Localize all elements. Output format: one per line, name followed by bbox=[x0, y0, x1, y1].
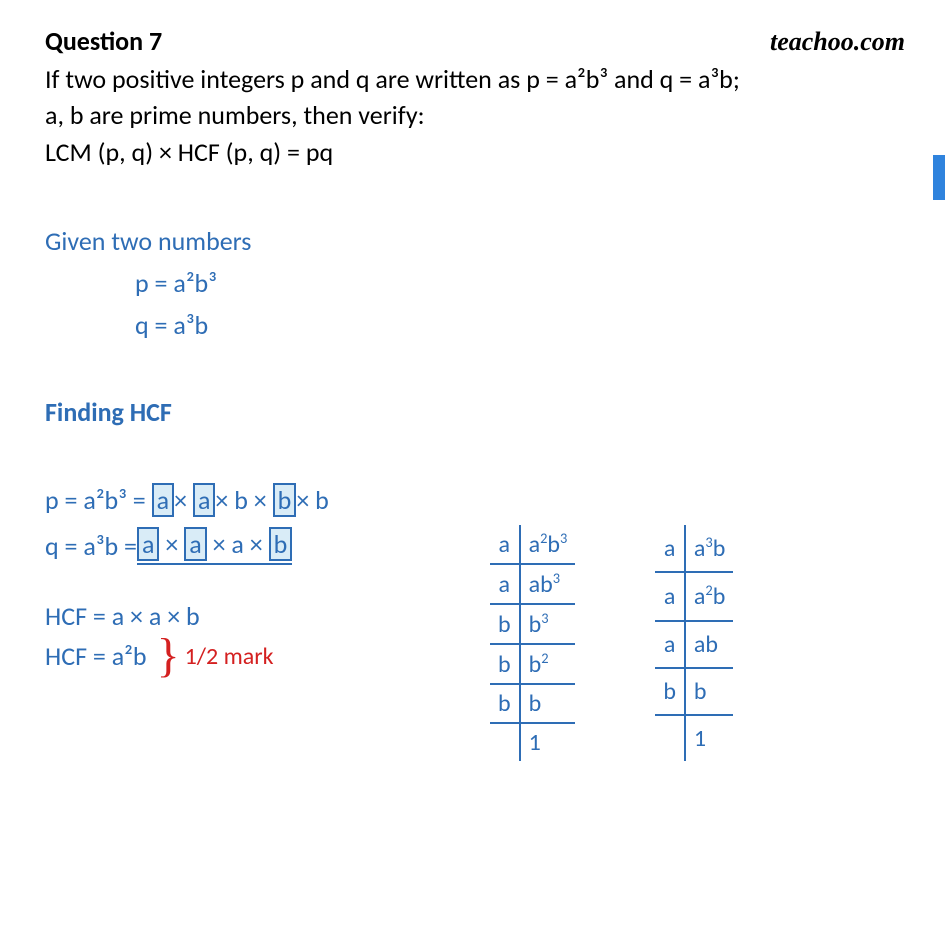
q-factor-a2: a bbox=[184, 527, 206, 561]
table-cell: ab3 bbox=[520, 564, 576, 604]
q-factor-a1: a bbox=[137, 527, 159, 561]
table-cell: a bbox=[655, 621, 685, 668]
table-cell: b2 bbox=[520, 644, 576, 684]
table-cell: b bbox=[490, 604, 520, 644]
hcf-result-1: HCF = a × a × b bbox=[45, 600, 905, 632]
table-cell: a3b bbox=[685, 525, 733, 572]
hcf-result-2-row: HCF = a²b } 1/2 mark bbox=[45, 640, 905, 672]
table-cell: b3 bbox=[520, 604, 576, 644]
table-cell: 1 bbox=[685, 715, 733, 761]
hcf-result-2: HCF = a²b bbox=[45, 640, 147, 672]
p-factor-b1: b bbox=[273, 483, 297, 517]
given-q: q = a³b bbox=[135, 309, 905, 341]
table-cell: ab bbox=[685, 621, 733, 668]
p-mid: × b × bbox=[215, 484, 266, 516]
q-factor-b1: b bbox=[269, 527, 293, 561]
hcf-heading: Finding HCF bbox=[45, 396, 905, 428]
mul-icon: × bbox=[165, 528, 178, 560]
given-p: p = a²b³ bbox=[135, 267, 905, 299]
table-cell bbox=[490, 723, 520, 761]
table-cell: a bbox=[655, 572, 685, 620]
table-cell: b bbox=[520, 684, 576, 723]
q-prefix: q = a³b = bbox=[45, 530, 137, 562]
table-cell: a bbox=[490, 564, 520, 604]
division-table-p: aa2b3aab3bb3bb2bb1 bbox=[490, 525, 575, 761]
q-mid: × a × bbox=[213, 528, 263, 560]
table-cell: b bbox=[655, 668, 685, 715]
brace-icon: } bbox=[157, 644, 180, 668]
p-expansion: p = a²b³ = a × a × b × b × b bbox=[45, 483, 905, 517]
table-cell: a2b3 bbox=[520, 525, 576, 564]
given-heading: Given two numbers bbox=[45, 225, 905, 257]
division-table-q: aa3baa2baabbb1 bbox=[655, 525, 733, 761]
table-cell: b bbox=[685, 668, 733, 715]
q-underline: a × a × a × b bbox=[137, 527, 292, 565]
mul-icon: × bbox=[174, 484, 187, 516]
table-cell: 1 bbox=[520, 723, 576, 761]
question-line-1: If two positive integers p and q are wri… bbox=[45, 61, 905, 97]
table-cell bbox=[655, 715, 685, 761]
brand-logo: teachoo.com bbox=[770, 27, 905, 57]
table-cell: a bbox=[655, 525, 685, 572]
q-expansion: q = a³b = a × a × a × b bbox=[45, 527, 905, 565]
p-factor-a2: a bbox=[193, 483, 215, 517]
table-cell: b bbox=[490, 644, 520, 684]
p-prefix: p = a²b³ = bbox=[45, 484, 146, 516]
question-body: If two positive integers p and q are wri… bbox=[45, 61, 905, 170]
division-tables: aa2b3aab3bb3bb2bb1 aa3baa2baabbb1 bbox=[490, 525, 733, 761]
mark-label: 1/2 mark bbox=[185, 642, 274, 671]
question-line-2: a, b are prime numbers, then verify: bbox=[45, 97, 905, 133]
table-cell: a bbox=[490, 525, 520, 564]
question-title: Question 7 bbox=[45, 25, 162, 57]
table-cell: a2b bbox=[685, 572, 733, 620]
question-line-3: LCM (p, q) × HCF (p, q) = pq bbox=[45, 134, 905, 170]
p-tail: × b bbox=[296, 484, 329, 516]
p-factor-a1: a bbox=[152, 483, 174, 517]
table-cell: b bbox=[490, 684, 520, 723]
accent-bar bbox=[933, 155, 945, 200]
